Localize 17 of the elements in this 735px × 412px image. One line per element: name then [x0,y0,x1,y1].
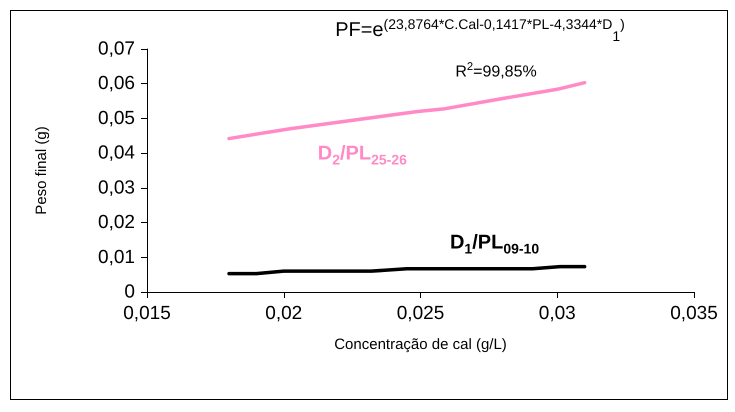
x-tick-label: 0,02 [265,303,302,324]
x-tick-label: 0,035 [670,303,718,324]
y-tick-label: 0,06 [98,73,135,94]
y-tick-label: 0,05 [98,108,135,129]
y-tick-label: 0,03 [98,177,135,198]
x-tick-label: 0,03 [538,303,576,324]
y-tick-label: 0,07 [98,38,135,60]
y-axis-title: Peso final (g) [33,126,50,215]
line-series [227,80,586,140]
y-tick-label: 0,01 [98,246,135,268]
x-axis-title: Concentração de cal (g/L) [334,336,507,353]
y-tick-label: 0,02 [98,212,135,234]
x-tick-label: 0,015 [123,303,171,324]
line-series [227,264,586,276]
y-tick-label: 0 [124,282,135,302]
y-tick-label: 0,04 [98,142,136,164]
x-tick-label: 0,025 [396,303,444,324]
